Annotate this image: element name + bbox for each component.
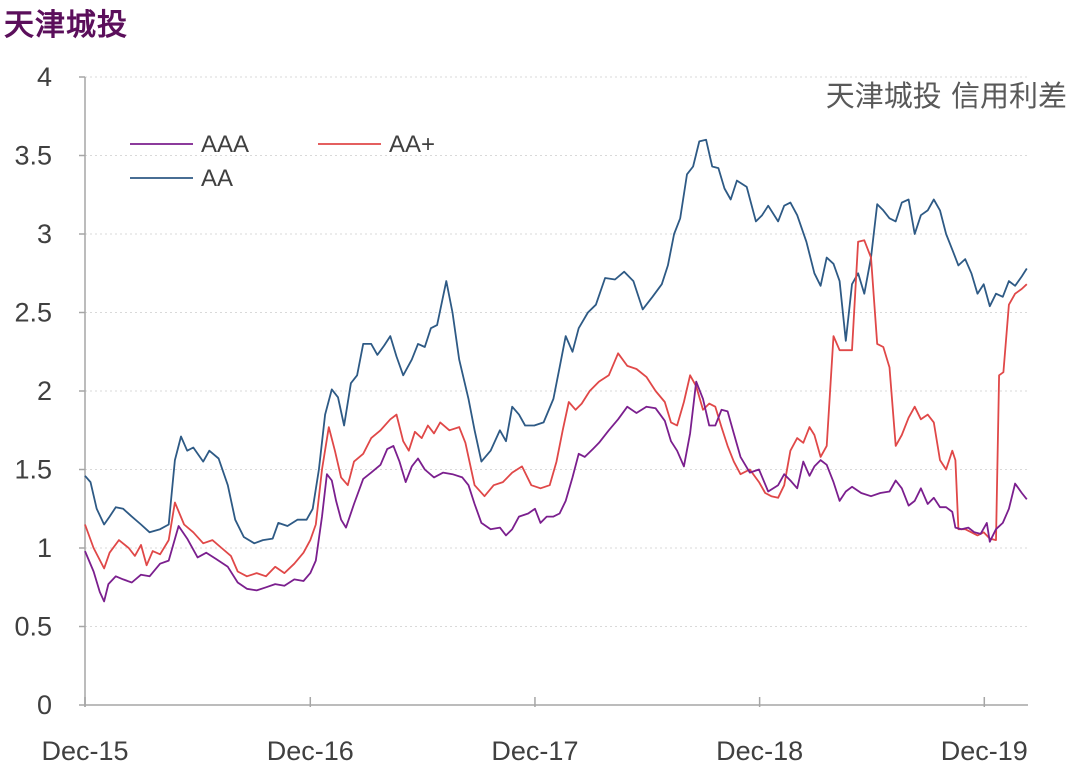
x-tick-label: Dec-18 (716, 736, 803, 766)
axes (79, 76, 1028, 707)
legend: AAA AA+ AA (130, 131, 435, 192)
y-tick-label: 1.5 (14, 455, 52, 485)
y-tick-label: 4 (37, 62, 52, 92)
chart-title: 天津城投 信用利差 (826, 79, 1067, 113)
y-tick-labels: 0 0.5 1 1.5 2 2.5 3 3.5 4 (14, 62, 52, 720)
y-tick-label: 2 (37, 376, 52, 406)
y-tick-label: 2.5 (14, 298, 52, 328)
x-tick-labels: Dec-15 Dec-16 Dec-17 Dec-18 Dec-19 (41, 736, 1027, 766)
y-tick-label: 0.5 (14, 612, 52, 642)
series-line-aaa (84, 380, 1028, 603)
y-tick-label: 1 (37, 533, 52, 563)
legend-label-aa-plus: AA+ (389, 131, 435, 158)
y-tick-label: 3.5 (14, 141, 52, 171)
series-line-aa (84, 138, 1028, 545)
legend-label-aa: AA (201, 165, 233, 192)
legend-label-aaa: AAA (201, 131, 249, 158)
series-line-aa-plus (84, 239, 1028, 578)
y-tick-label: 0 (37, 690, 52, 720)
x-tick-label: Dec-17 (491, 736, 578, 766)
y-tick-label: 3 (37, 219, 52, 249)
x-tick-label: Dec-16 (267, 736, 354, 766)
x-tick-label: Dec-15 (41, 736, 128, 766)
series-lines (84, 138, 1028, 603)
grid-lines (85, 76, 1028, 627)
page-title: 天津城投 (4, 8, 128, 43)
x-tick-label: Dec-19 (941, 736, 1028, 766)
